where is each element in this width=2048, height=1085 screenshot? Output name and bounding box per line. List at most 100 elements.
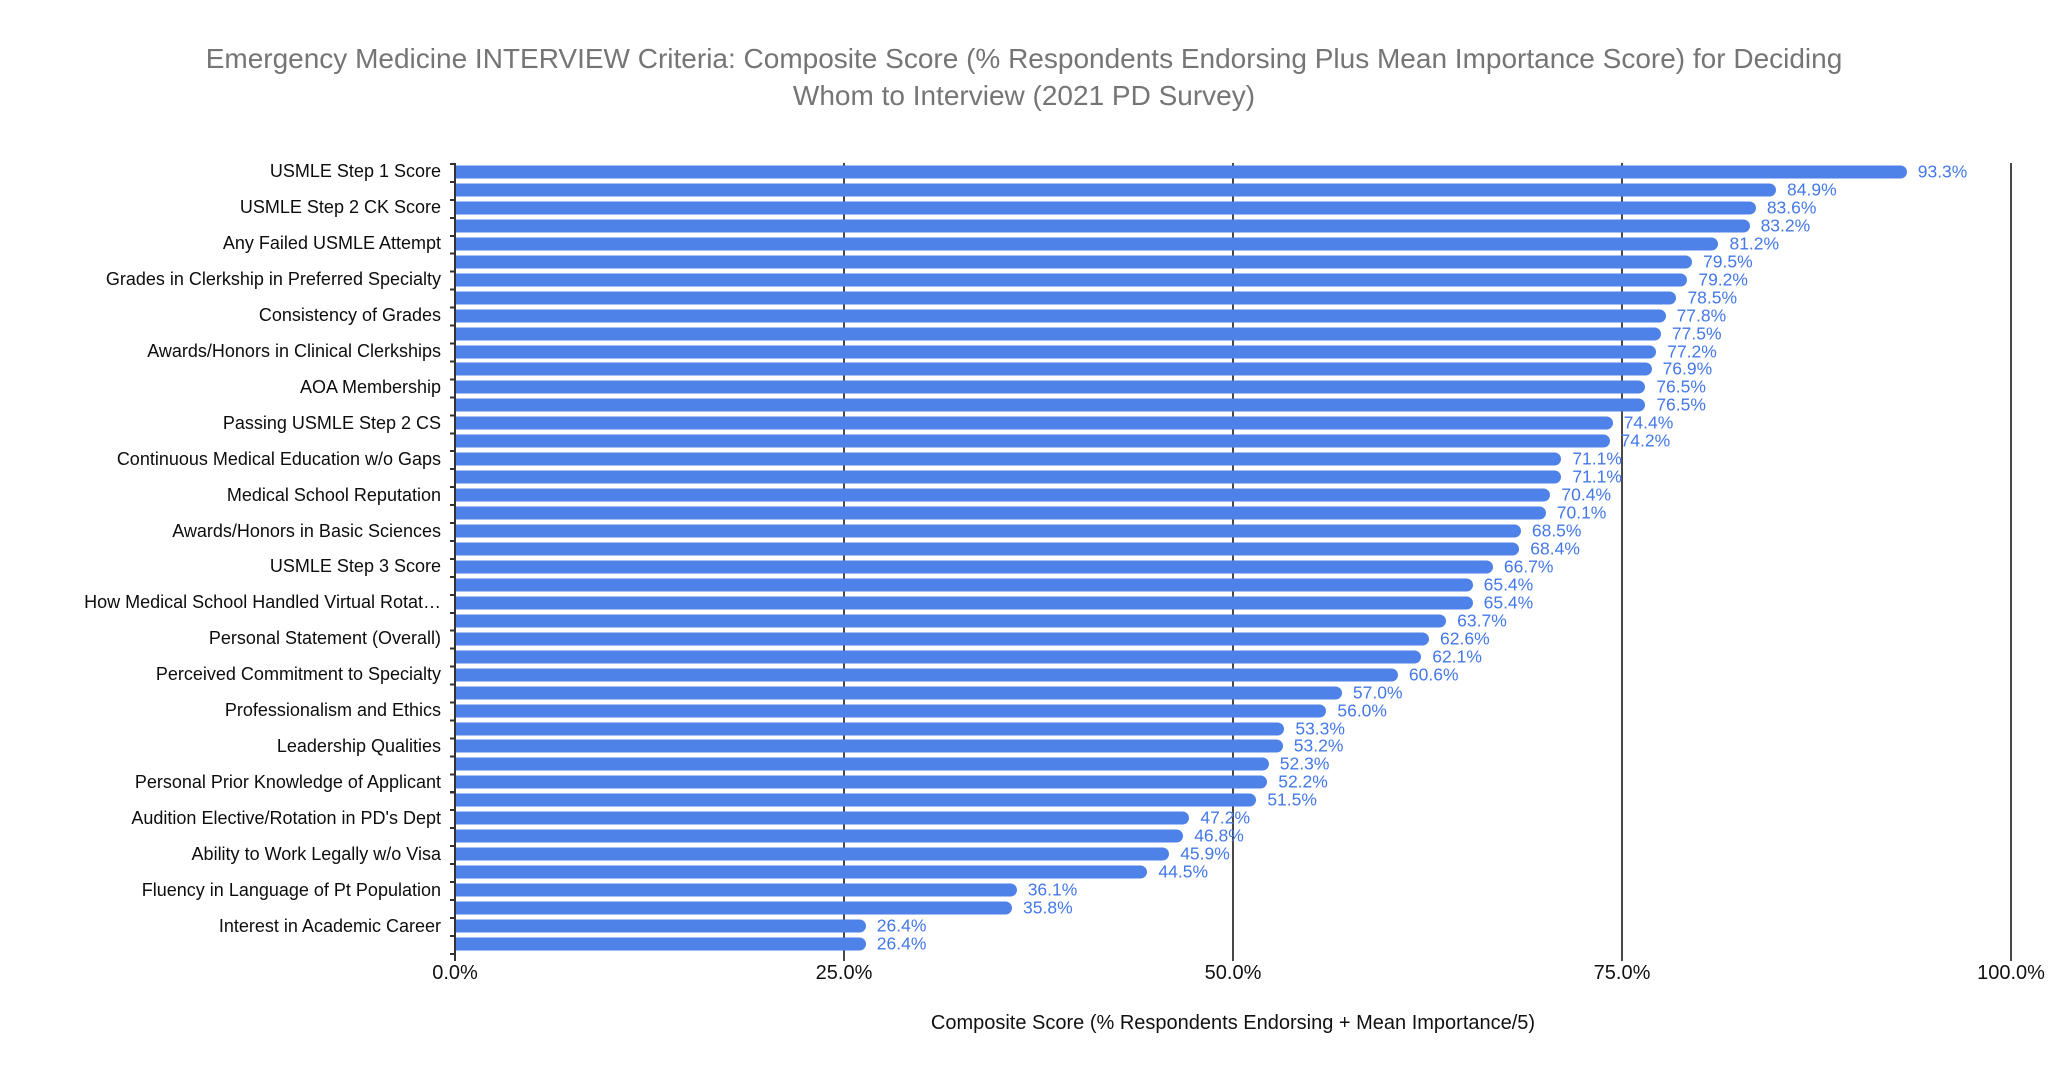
- bar-value-label: 62.6%: [1440, 628, 1490, 649]
- bar-value-label: 47.2%: [1200, 807, 1251, 828]
- bar-row: 36.1%: [455, 880, 2011, 900]
- bar-value-label: 65.4%: [1483, 574, 1534, 595]
- bar-value-label: 79.5%: [1703, 251, 1753, 272]
- bar-value-label: 77.5%: [1671, 323, 1722, 344]
- bar-value-label: 52.3%: [1279, 753, 1330, 774]
- category-label: USMLE Step 1 Score: [269, 161, 441, 182]
- bar: [455, 614, 1447, 628]
- bar-value-label: 68.4%: [1530, 538, 1580, 559]
- bar-row: 56.0%: [455, 700, 2011, 720]
- bar-row: 93.3%: [455, 161, 2011, 181]
- bar-row: 81.2%: [455, 233, 2011, 253]
- bar-row: 74.4%: [455, 413, 2011, 433]
- bar: [455, 668, 1398, 682]
- bar: [455, 650, 1422, 664]
- bar-row: 68.4%: [455, 538, 2011, 559]
- bar-value-label: 74.2%: [1620, 430, 1671, 451]
- bar: [455, 686, 1342, 700]
- bar-value-label: 57.0%: [1352, 682, 1403, 703]
- bar: [455, 578, 1473, 592]
- bar: [455, 219, 1750, 233]
- bar-row: 66.7%: [455, 556, 2011, 577]
- bar: [455, 309, 1666, 323]
- bar: [455, 739, 1283, 753]
- bar: [455, 380, 1646, 394]
- bar-row: 79.2%: [455, 269, 2011, 289]
- bar-value-label: 77.2%: [1667, 341, 1717, 361]
- bar: [455, 775, 1268, 789]
- bar-row: 57.0%: [455, 682, 2011, 703]
- chart-title: Emergency Medicine INTERVIEW Criteria: C…: [0, 40, 2048, 114]
- bar-row: 65.4%: [455, 592, 2011, 613]
- bar: [455, 901, 1013, 915]
- bar: [455, 201, 1756, 215]
- bar-value-label: 68.5%: [1531, 520, 1582, 541]
- bar-series: 93.3% 84.9% 83.6% 83.2% 81.2% 79.5% 79.2% 78.5%…: [455, 161, 2011, 954]
- category-label: Awards/Honors in Basic Sciences: [172, 520, 441, 541]
- bar: [455, 434, 1610, 448]
- bar-row: 53.3%: [455, 718, 2011, 739]
- bar-value-label: 26.4%: [876, 915, 927, 936]
- bar-row: 44.5%: [455, 861, 2011, 882]
- bar-value-label: 76.5%: [1656, 376, 1706, 397]
- bar: [455, 560, 1493, 574]
- category-label: Leadership Qualities: [276, 736, 441, 757]
- bar-row: 84.9%: [455, 179, 2011, 200]
- bar-row: 65.4%: [455, 574, 2011, 595]
- bar-value-label: 83.6%: [1766, 197, 1817, 218]
- bar: [455, 596, 1473, 610]
- bar-value-label: 71.1%: [1572, 466, 1622, 487]
- bar: [455, 165, 1907, 179]
- category-label: Any Failed USMLE Attempt: [222, 233, 441, 254]
- bar: [455, 847, 1170, 861]
- bar-row: 76.5%: [455, 394, 2011, 415]
- x-tick-label: 100.0%: [1977, 962, 2045, 984]
- bar: [455, 811, 1190, 825]
- category-label: Grades in Clerkship in Preferred Special…: [105, 269, 441, 290]
- category-label: USMLE Step 3 Score: [269, 556, 441, 577]
- bar-row: 70.1%: [455, 503, 2011, 523]
- bar: [455, 506, 1546, 520]
- bar-value-label: 53.2%: [1293, 735, 1344, 756]
- bar-value-label: 84.9%: [1787, 179, 1837, 200]
- bar-row: 74.2%: [455, 430, 2011, 451]
- bar-row: 77.2%: [455, 341, 2011, 361]
- bar: [455, 183, 1777, 197]
- bar-value-label: 44.5%: [1158, 861, 1209, 882]
- category-label: Ability to Work Legally w/o Visa: [191, 843, 441, 864]
- bar-row: 51.5%: [455, 790, 2011, 810]
- bar-value-label: 65.4%: [1483, 592, 1534, 613]
- bar-value-label: 45.9%: [1180, 843, 1230, 864]
- category-label: Interest in Academic Career: [218, 915, 441, 936]
- bar-value-label: 35.8%: [1023, 897, 1073, 918]
- x-axis: 0.0% 25.0% 50.0% 75.0% 100.0%: [432, 962, 2045, 988]
- gridline: [1621, 163, 1623, 961]
- category-label: Personal Statement (Overall): [208, 628, 441, 649]
- bar-value-label: 76.5%: [1656, 394, 1706, 415]
- bar-value-label: 71.1%: [1572, 448, 1622, 469]
- bar-value-label: 63.7%: [1457, 610, 1507, 631]
- bar: [455, 757, 1269, 771]
- bar-row: 77.5%: [455, 323, 2011, 344]
- bar-value-label: 83.2%: [1760, 215, 1811, 236]
- bar-row: 71.1%: [455, 448, 2011, 469]
- bar: [455, 919, 866, 933]
- bar-row: 63.7%: [455, 610, 2011, 631]
- bar-row: 53.2%: [455, 735, 2011, 756]
- bar-value-label: 53.3%: [1295, 718, 1345, 739]
- bar-row: 52.2%: [455, 772, 2011, 792]
- bar-value-label: 62.1%: [1432, 646, 1482, 667]
- bar-row: 76.9%: [455, 359, 2011, 379]
- bar: [455, 722, 1285, 736]
- bar-value-label: 66.7%: [1503, 556, 1554, 577]
- bar: [455, 937, 866, 951]
- x-tick-label: 50.0%: [1204, 962, 1262, 984]
- bar-row: 79.5%: [455, 251, 2011, 272]
- category-label: Medical School Reputation: [226, 484, 441, 505]
- bar-row: 78.5%: [455, 287, 2011, 307]
- x-tick-label: 0.0%: [432, 962, 478, 984]
- bar-value-label: 26.4%: [876, 933, 927, 954]
- bar: [455, 398, 1646, 412]
- x-tick-label: 25.0%: [815, 962, 873, 984]
- bar: [455, 632, 1430, 646]
